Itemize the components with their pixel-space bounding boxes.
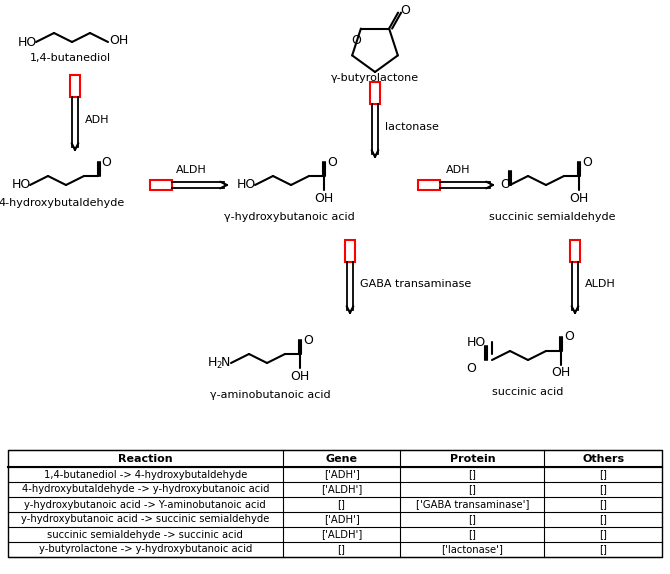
Text: succinic acid: succinic acid (492, 387, 563, 397)
Text: []: [] (599, 484, 607, 494)
Text: ADH: ADH (446, 165, 470, 175)
Text: []: [] (599, 499, 607, 510)
Text: []: [] (599, 529, 607, 540)
Text: 1,4-butanediol: 1,4-butanediol (29, 53, 111, 63)
Text: ['ALDH']: ['ALDH'] (321, 484, 362, 494)
Text: y-hydroxybutanoic acid -> succinic semialdehyde: y-hydroxybutanoic acid -> succinic semia… (21, 514, 269, 525)
Text: []: [] (468, 529, 476, 540)
Text: 2: 2 (216, 360, 221, 370)
Text: y-hydroxybutanoic acid -> Y-aminobutanoic acid: y-hydroxybutanoic acid -> Y-aminobutanoi… (25, 499, 266, 510)
Text: 4-hydroxybutaldehyde: 4-hydroxybutaldehyde (0, 198, 125, 208)
Text: ['ADH']: ['ADH'] (324, 470, 359, 479)
Text: []: [] (599, 545, 607, 554)
Text: GABA transaminase: GABA transaminase (360, 279, 471, 289)
Text: OH: OH (290, 370, 310, 382)
Text: lactonase: lactonase (385, 122, 439, 132)
Text: O: O (400, 4, 410, 17)
Text: O: O (352, 33, 362, 46)
Text: []: [] (599, 470, 607, 479)
Text: O: O (327, 156, 337, 169)
Bar (150, 180, 172, 190)
Text: []: [] (468, 514, 476, 525)
Text: y-butyrolactone -> y-hydroxybutanoic acid: y-butyrolactone -> y-hydroxybutanoic aci… (39, 545, 252, 554)
Text: OH: OH (314, 192, 334, 204)
Text: Others: Others (582, 453, 624, 463)
Text: ADH: ADH (85, 115, 109, 125)
Text: OH: OH (570, 192, 589, 204)
Bar (570, 240, 580, 262)
Text: O: O (303, 333, 313, 347)
Bar (370, 82, 380, 104)
Text: succinic semialdehyde: succinic semialdehyde (488, 212, 615, 222)
Text: ALDH: ALDH (176, 165, 206, 175)
Text: OH: OH (551, 367, 571, 379)
Text: []: [] (468, 484, 476, 494)
Text: []: [] (468, 470, 476, 479)
Text: ['ALDH']: ['ALDH'] (321, 529, 362, 540)
Text: ['GABA transaminase']: ['GABA transaminase'] (415, 499, 529, 510)
Text: HO: HO (237, 179, 256, 192)
Text: O: O (582, 156, 592, 169)
Text: Gene: Gene (326, 453, 358, 463)
Text: ALDH: ALDH (585, 279, 616, 289)
Text: []: [] (599, 514, 607, 525)
Text: Protein: Protein (450, 453, 495, 463)
Bar (418, 180, 440, 190)
Text: succinic semialdehyde -> succinic acid: succinic semialdehyde -> succinic acid (48, 529, 243, 540)
Text: O: O (101, 156, 111, 169)
Text: Reaction: Reaction (118, 453, 173, 463)
Text: ['ADH']: ['ADH'] (324, 514, 359, 525)
Bar (70, 75, 80, 97)
Bar (8, 450, 662, 557)
Text: N: N (221, 356, 230, 370)
Text: γ-aminobutanoic acid: γ-aminobutanoic acid (210, 390, 330, 400)
Text: O: O (564, 331, 574, 343)
Bar (345, 240, 355, 262)
Text: γ-hydroxybutanoic acid: γ-hydroxybutanoic acid (224, 212, 354, 222)
Text: O: O (466, 362, 476, 374)
Text: HO: HO (18, 36, 38, 48)
Text: []: [] (338, 499, 346, 510)
Text: HO: HO (12, 179, 31, 192)
Text: O: O (500, 179, 510, 192)
Text: ['lactonase']: ['lactonase'] (442, 545, 503, 554)
Text: OH: OH (109, 34, 128, 48)
Text: []: [] (338, 545, 346, 554)
Text: 1,4-butanediol -> 4-hydroxybutaldehyde: 1,4-butanediol -> 4-hydroxybutaldehyde (44, 470, 247, 479)
Text: HO: HO (467, 335, 486, 348)
Text: H: H (208, 356, 217, 370)
Text: γ-butyrolactone: γ-butyrolactone (331, 73, 419, 83)
Text: 4-hydroxybutaldehyde -> y-hydroxybutanoic acid: 4-hydroxybutaldehyde -> y-hydroxybutanoi… (21, 484, 269, 494)
